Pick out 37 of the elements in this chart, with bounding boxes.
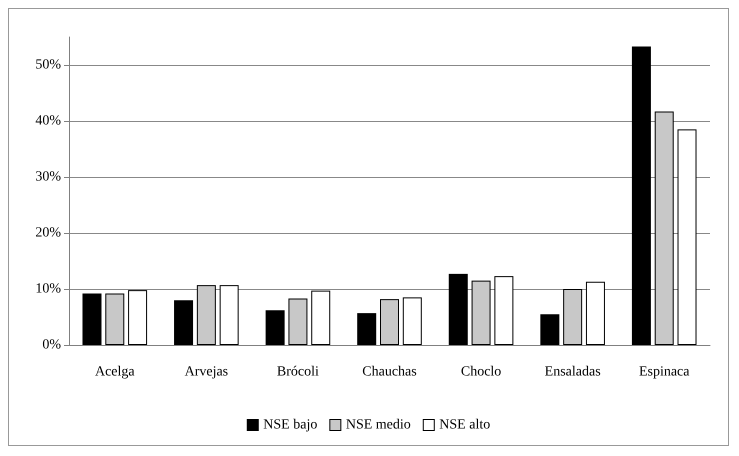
- y-tick-label: 0%: [42, 338, 62, 352]
- bar: [448, 274, 468, 345]
- x-tick-label: Brócoli: [276, 364, 320, 380]
- x-tick-label: Ensaladas: [544, 364, 601, 380]
- bar: [311, 290, 330, 345]
- legend-label: NSE alto: [439, 418, 490, 432]
- y-tick-label: 40%: [35, 114, 62, 128]
- bar: [632, 46, 651, 345]
- bar: [540, 314, 560, 345]
- x-tick-label: Chauchas: [362, 364, 417, 380]
- bar: [105, 293, 124, 345]
- bar: [266, 310, 285, 345]
- bar: [402, 297, 422, 345]
- bar: [380, 299, 399, 345]
- bar: [654, 111, 674, 345]
- bar: [196, 285, 216, 345]
- y-tick-label: 50%: [35, 58, 62, 72]
- bar: [678, 129, 697, 345]
- y-tick-label: 10%: [35, 282, 62, 296]
- bar: [494, 276, 514, 345]
- bar: [128, 290, 148, 345]
- legend-label: NSE medio: [346, 418, 411, 432]
- bar: [82, 293, 102, 345]
- legend-label: NSE bajo: [263, 418, 318, 432]
- bar: [288, 298, 308, 345]
- bar: [220, 285, 239, 345]
- y-tick-label: 30%: [35, 170, 62, 184]
- x-tick-label: Arvejas: [184, 364, 228, 380]
- bar: [357, 313, 376, 345]
- bar: [563, 289, 582, 345]
- x-tick-label: Espinaca: [638, 364, 690, 380]
- bar: [472, 280, 491, 345]
- bar: [174, 300, 194, 345]
- bar: [586, 282, 605, 345]
- x-tick-label: Acelga: [94, 364, 136, 380]
- y-tick-label: 20%: [35, 226, 62, 240]
- x-tick-label: Choclo: [460, 364, 502, 380]
